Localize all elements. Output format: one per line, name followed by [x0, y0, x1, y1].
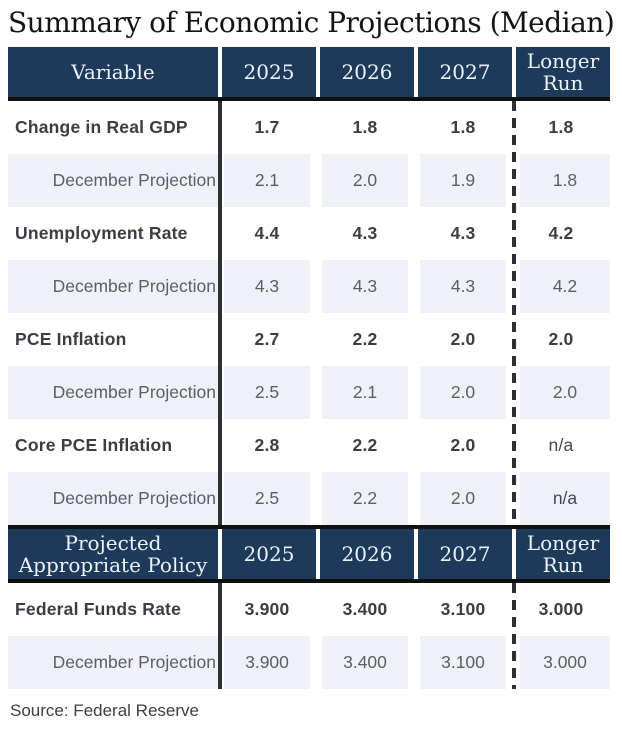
value-cell: 2.0 [414, 472, 512, 525]
row-label: Change in Real GDP [15, 117, 188, 137]
value-cell: 3.100 [440, 599, 486, 619]
value-cell: 2.0 [450, 329, 476, 349]
value-cell: 2.5 [218, 472, 316, 525]
row-label: Federal Funds Rate [15, 599, 181, 619]
value-cell: 2.0 [414, 366, 512, 419]
value-cell: 1.8 [352, 117, 378, 137]
december-projection-row: December Projection 3.900 3.400 3.100 3.000 [8, 636, 610, 689]
header-cell: 2025 [218, 529, 316, 579]
header-cell: 2027 [414, 529, 512, 579]
header-cell: Longer Run [512, 529, 610, 579]
value-cell: 2.7 [254, 329, 280, 349]
value-cell: 2.1 [316, 366, 414, 419]
row-label: December Projection [8, 636, 218, 689]
value-cell: n/a [512, 472, 610, 525]
value-cell: 1.8 [512, 154, 610, 207]
column-divider-dashed-line [512, 101, 516, 525]
value-cell: 3.400 [342, 599, 388, 619]
value-cell: 3.900 [218, 636, 316, 689]
value-cell: 3.400 [316, 636, 414, 689]
value-cell: 2.2 [352, 435, 378, 455]
value-cell: 4.3 [450, 223, 476, 243]
header-cell: Longer Run [512, 47, 610, 97]
variable-row: Unemployment Rate 4.4 4.3 4.3 4.2 [8, 207, 610, 260]
value-cell: 2.2 [316, 472, 414, 525]
row-label: Unemployment Rate [15, 223, 188, 243]
variable-row: Change in Real GDP 1.7 1.8 1.8 1.8 [8, 101, 610, 154]
table-header-policy: Projected Appropriate Policy 2025 2026 2027… [8, 525, 610, 583]
value-cell: 4.3 [316, 260, 414, 313]
value-cell: 4.2 [512, 260, 610, 313]
variable-row: Core PCE Inflation 2.8 2.2 2.0 n/a [8, 419, 610, 472]
value-cell: 2.8 [254, 435, 280, 455]
value-cell: 2.0 [512, 366, 610, 419]
value-cell: 1.9 [414, 154, 512, 207]
value-cell: 4.4 [254, 223, 280, 243]
december-projection-row: December Projection 2.5 2.2 2.0 n/a [8, 472, 610, 525]
header-cell: 2026 [316, 529, 414, 579]
source-note: Source: Federal Reserve [10, 701, 199, 720]
value-cell: 3.100 [414, 636, 512, 689]
header-cell: Variable [8, 47, 218, 97]
value-cell: 3.000 [512, 636, 610, 689]
row-label: December Projection [8, 366, 218, 419]
december-projection-row: December Projection 4.3 4.3 4.3 4.2 [8, 260, 610, 313]
value-cell: 4.3 [414, 260, 512, 313]
header-cell: 2027 [414, 47, 512, 97]
value-cell: 1.8 [548, 117, 574, 137]
value-cell: 4.2 [548, 223, 574, 243]
value-cell: 2.1 [218, 154, 316, 207]
row-label: December Projection [8, 154, 218, 207]
value-cell: 2.0 [316, 154, 414, 207]
value-cell: 3.000 [538, 599, 584, 619]
variable-row: Federal Funds Rate 3.900 3.400 3.100 3.000 [8, 583, 610, 636]
header-cell: 2025 [218, 47, 316, 97]
row-label: Core PCE Inflation [15, 435, 173, 455]
table-header-variables: Variable 2025 2026 2027 Longer Run [8, 47, 610, 101]
value-cell: 2.0 [548, 329, 574, 349]
value-cell: 2.0 [450, 435, 476, 455]
header-cell: Projected Appropriate Policy [8, 529, 218, 579]
row-label: December Projection [8, 260, 218, 313]
value-cell: 3.900 [244, 599, 290, 619]
header-cell: 2026 [316, 47, 414, 97]
column-divider-dashed-line [512, 583, 516, 689]
row-label: PCE Inflation [15, 329, 127, 349]
december-projection-row: December Projection 2.5 2.1 2.0 2.0 [8, 366, 610, 419]
value-cell: 2.5 [218, 366, 316, 419]
value-cell: 1.8 [450, 117, 476, 137]
row-label: December Projection [8, 472, 218, 525]
column-divider-solid-line [218, 101, 222, 525]
projections-table: Variable 2025 2026 2027 Longer Run Change in… [8, 47, 610, 689]
value-cell: 4.3 [352, 223, 378, 243]
value-cell: n/a [548, 435, 574, 455]
value-cell: 4.3 [218, 260, 316, 313]
december-projection-row: December Projection 2.1 2.0 1.9 1.8 [8, 154, 610, 207]
variable-row: PCE Inflation 2.7 2.2 2.0 2.0 [8, 313, 610, 366]
value-cell: 1.7 [254, 117, 280, 137]
column-divider-solid-line [218, 583, 222, 689]
value-cell: 2.2 [352, 329, 378, 349]
page-title: Summary of Economic Projections (Median) [8, 6, 615, 39]
table-body-policy: Federal Funds Rate 3.900 3.400 3.100 3.000 De… [8, 583, 610, 689]
table-body-variables: Change in Real GDP 1.7 1.8 1.8 1.8 December P… [8, 101, 610, 525]
